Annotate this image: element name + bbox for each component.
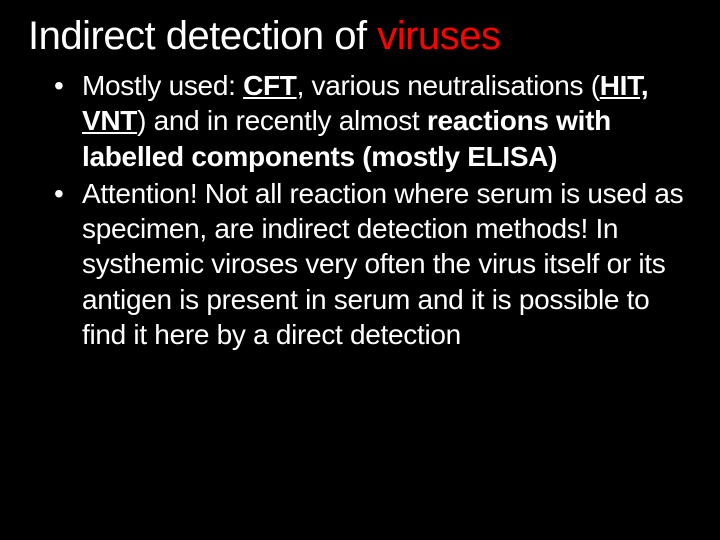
bullet-item: Attention! Not all reaction where serum … [54,176,692,352]
text-run: Mostly used: [82,70,243,101]
text-run: , various neutralisations ( [297,70,600,101]
slide: Indirect detection of viruses Mostly use… [0,0,720,540]
text-run: ) and in recently almost [137,105,427,136]
text-run: Attention! Not all reaction where serum … [82,178,683,350]
title-accent: viruses [377,14,500,58]
bullet-item: Mostly used: CFT, various neutralisation… [54,68,692,174]
title-plain: Indirect detection of [28,14,377,58]
slide-title: Indirect detection of viruses [28,14,692,58]
bullet-list: Mostly used: CFT, various neutralisation… [28,68,692,352]
text-run: CFT [243,70,297,101]
